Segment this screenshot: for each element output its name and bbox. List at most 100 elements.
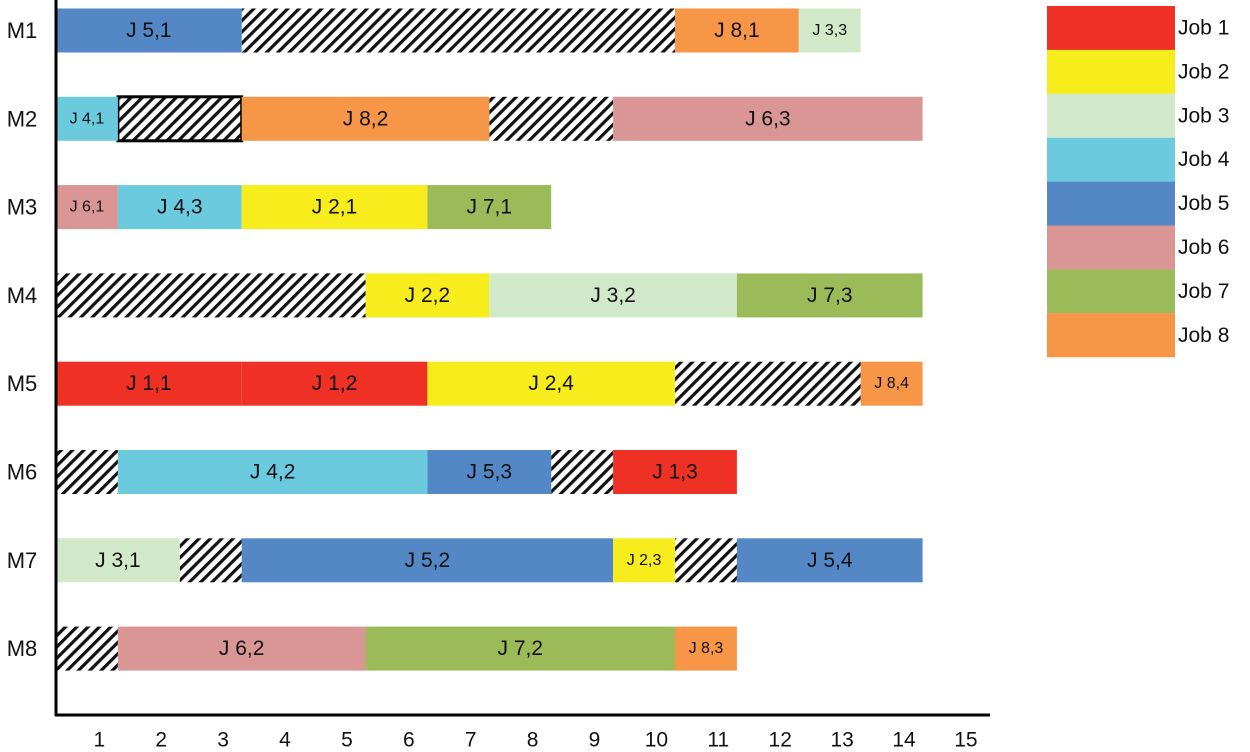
machine-label: M4 xyxy=(7,283,38,308)
operation-label: J 5,2 xyxy=(405,549,451,572)
machine-label: M1 xyxy=(7,18,38,43)
operation-bar xyxy=(798,8,861,53)
operation-bar xyxy=(427,185,552,230)
operation-label: J 7,2 xyxy=(497,637,543,660)
legend-label: Job 1 xyxy=(1178,17,1229,40)
legend-swatch xyxy=(1047,6,1175,50)
operation-label: J 6,3 xyxy=(745,107,791,130)
operation-bar xyxy=(241,538,614,583)
operation-label: J 6,1 xyxy=(70,199,105,216)
idle-block xyxy=(675,538,737,583)
legend-label: Job 4 xyxy=(1178,148,1230,171)
operation-bar xyxy=(117,626,366,671)
operation-bar xyxy=(675,8,799,53)
operation-bar xyxy=(365,626,675,671)
idle-block xyxy=(551,450,614,494)
operation-bar xyxy=(613,450,737,494)
operation-bar xyxy=(365,273,490,318)
idle-block xyxy=(116,95,244,143)
operation-bar xyxy=(56,96,118,141)
idle-block xyxy=(489,96,614,141)
operation-label: J 3,2 xyxy=(590,284,636,307)
x-tick-label: 11 xyxy=(707,729,729,752)
operation-bar xyxy=(117,185,242,230)
operation-bar xyxy=(241,361,428,406)
legend-swatch xyxy=(1047,93,1175,138)
operation-bar xyxy=(56,361,242,406)
operation-label: J 5,3 xyxy=(467,461,513,484)
legend-label: Job 2 xyxy=(1178,60,1229,83)
operation-label: J 8,2 xyxy=(343,107,389,130)
operation-label: J 2,4 xyxy=(528,372,574,395)
operation-label: J 6,2 xyxy=(219,637,265,660)
operation-label: J 4,2 xyxy=(250,461,296,484)
operation-bar xyxy=(56,8,242,53)
x-tick-label: 14 xyxy=(892,729,916,752)
x-tick-label: 1 xyxy=(93,729,105,752)
operation-label: J 8,3 xyxy=(689,640,724,657)
operation-bar xyxy=(675,626,737,671)
x-tick-label: 10 xyxy=(645,729,668,752)
operation-label: J 1,3 xyxy=(652,461,698,484)
legend-swatch xyxy=(1047,269,1175,314)
operation-bar xyxy=(736,273,923,318)
x-tick-label: 4 xyxy=(279,729,291,752)
operation-label: J 1,1 xyxy=(126,372,172,395)
legend-swatch xyxy=(1047,49,1175,94)
operation-bar xyxy=(427,450,552,494)
machine-label: M2 xyxy=(7,106,38,131)
legend-label: Job 5 xyxy=(1178,192,1229,215)
machine-label: M8 xyxy=(7,636,38,661)
x-tick-label: 8 xyxy=(527,729,539,752)
idle-block xyxy=(56,273,366,318)
legend-swatch xyxy=(1047,137,1175,182)
legend-label: Job 6 xyxy=(1178,236,1229,259)
operation-label: J 8,4 xyxy=(874,375,909,392)
operation-label: J 7,3 xyxy=(807,284,853,307)
operation-label: J 1,2 xyxy=(312,372,358,395)
operation-label: J 2,1 xyxy=(312,196,358,219)
idle-block xyxy=(56,626,118,671)
operation-bar xyxy=(241,185,428,230)
legend-swatch xyxy=(1047,225,1175,270)
legend-swatch xyxy=(1047,181,1175,226)
x-tick-label: 3 xyxy=(217,729,229,752)
machine-label: M7 xyxy=(7,548,38,573)
operation-label: J 8,1 xyxy=(714,19,760,42)
operation-label: J 4,1 xyxy=(70,110,105,127)
operation-label: J 7,1 xyxy=(467,196,513,219)
idle-block xyxy=(56,450,118,494)
x-tick-label: 2 xyxy=(155,729,167,752)
operation-bar xyxy=(427,361,675,406)
x-tick-label: 5 xyxy=(341,729,353,752)
x-tick-label: 15 xyxy=(954,729,977,752)
operation-bar xyxy=(613,96,923,141)
x-tick-label: 12 xyxy=(769,729,792,752)
idle-block xyxy=(675,361,861,406)
legend-label: Job 3 xyxy=(1178,104,1229,127)
idle-block xyxy=(241,8,675,53)
machine-label: M3 xyxy=(7,195,38,220)
machine-label: M6 xyxy=(7,460,38,485)
operation-label: J 2,3 xyxy=(627,552,662,569)
x-tick-label: 9 xyxy=(589,729,601,752)
operation-label: J 5,1 xyxy=(126,19,172,42)
operation-bar xyxy=(56,538,180,583)
operation-bar xyxy=(736,538,923,583)
operation-label: J 5,4 xyxy=(807,549,853,572)
operation-label: J 3,3 xyxy=(812,22,847,39)
legend-swatch xyxy=(1047,313,1175,358)
operation-label: J 3,1 xyxy=(95,549,141,572)
operation-bar xyxy=(117,450,428,494)
machine-label: M5 xyxy=(7,371,38,396)
x-tick-label: 7 xyxy=(465,729,477,752)
x-tick-label: 6 xyxy=(403,729,415,752)
operation-label: J 4,3 xyxy=(157,196,203,219)
idle-block xyxy=(179,538,242,583)
x-tick-label: 13 xyxy=(830,729,853,752)
operation-bar xyxy=(489,273,737,318)
legend-label: Job 8 xyxy=(1178,324,1229,347)
operation-label: J 2,2 xyxy=(405,284,451,307)
legend: Job 1 Job 2 Job 3 Job 4 Job 5 Job 6 Job 7 Job 8 xyxy=(1047,6,1230,358)
